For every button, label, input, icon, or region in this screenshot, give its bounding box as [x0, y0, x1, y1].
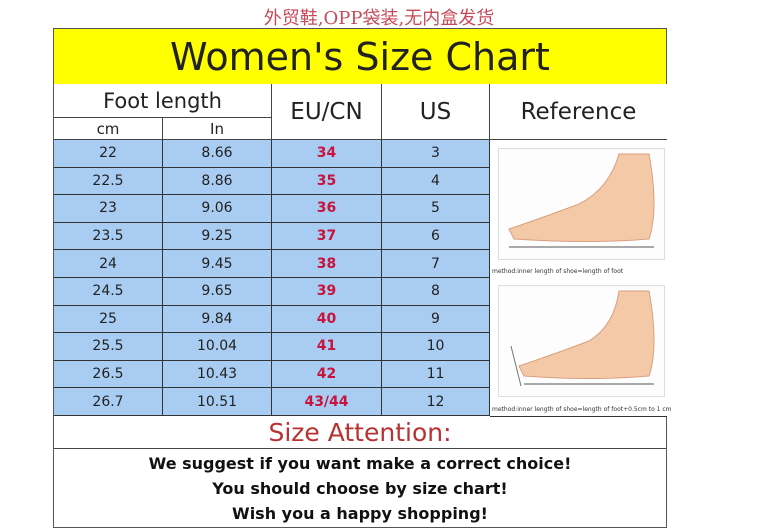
size-cell-in: 10.04 [163, 333, 272, 361]
header-foot-length: Foot length [54, 84, 272, 118]
size-cell-us: 7 [382, 250, 490, 278]
size-cell-us: 3 [382, 140, 490, 168]
header-reference: Reference [490, 84, 667, 140]
top-note: 外贸鞋,OPP袋装,无内盒发货 [263, 8, 495, 29]
size-cell-in: 8.86 [163, 167, 272, 196]
size-cell-cm: 22.5 [54, 167, 163, 196]
size-cell-us: 9 [382, 305, 490, 334]
size-cell-us: 8 [382, 278, 490, 306]
header-in: In [163, 118, 272, 140]
size-cell-us: 11 [382, 360, 490, 389]
reference-images: method:inner length of shoe=length of fo… [490, 140, 672, 417]
size-cell-eu: 43/44 [272, 388, 382, 416]
size-cell-in: 9.06 [163, 195, 272, 223]
size-cell-us: 12 [382, 388, 490, 416]
size-cell-eu: 37 [272, 222, 382, 251]
header-us: US [382, 84, 490, 140]
size-cell-us: 4 [382, 167, 490, 196]
size-cell-cm: 24 [54, 250, 163, 278]
size-cell-in: 9.84 [163, 305, 272, 334]
size-cell-in: 9.25 [163, 222, 272, 251]
size-cell-eu: 41 [272, 333, 382, 361]
message-line-3: Wish you a happy shopping! [232, 504, 488, 523]
size-cell-us: 6 [382, 222, 490, 251]
reference-caption-2: method:inner length of shoe=length of fo… [492, 406, 672, 413]
foot-icon [508, 153, 655, 248]
size-cell-eu: 35 [272, 167, 382, 196]
reference-caption-1: method:inner length of shoe=length of fo… [492, 268, 624, 275]
foot-measure-image-2 [498, 285, 665, 397]
size-cell-in: 9.65 [163, 278, 272, 306]
size-cell-us: 5 [382, 195, 490, 223]
chart-title: Women's Size Chart [54, 29, 666, 85]
size-cell-cm: 23.5 [54, 222, 163, 251]
size-cell-eu: 34 [272, 140, 382, 168]
size-cell-cm: 25.5 [54, 333, 163, 361]
size-cell-eu: 40 [272, 305, 382, 334]
size-cell-eu: 39 [272, 278, 382, 306]
message-line-1: We suggest if you want make a correct ch… [148, 454, 572, 473]
size-cell-cm: 23 [54, 195, 163, 223]
size-cell-in: 10.43 [163, 360, 272, 389]
foot-measure-image-1 [498, 148, 665, 260]
size-cell-cm: 25 [54, 305, 163, 334]
size-cell-cm: 26.5 [54, 360, 163, 389]
size-cell-in: 10.51 [163, 388, 272, 416]
size-cell-in: 8.66 [163, 140, 272, 168]
message-line-2: You should choose by size chart! [212, 479, 508, 498]
header-eu-cn: EU/CN [272, 84, 382, 140]
size-cell-eu: 42 [272, 360, 382, 389]
size-cell-cm: 26.7 [54, 388, 163, 416]
size-cell-cm: 24.5 [54, 278, 163, 306]
size-cell-us: 10 [382, 333, 490, 361]
size-cell-in: 9.45 [163, 250, 272, 278]
header-cm: cm [54, 118, 163, 140]
size-cell-eu: 36 [272, 195, 382, 223]
size-cell-cm: 22 [54, 140, 163, 168]
size-cell-eu: 38 [272, 250, 382, 278]
size-attention-heading: Size Attention: [54, 416, 666, 449]
foot-icon [510, 290, 655, 387]
